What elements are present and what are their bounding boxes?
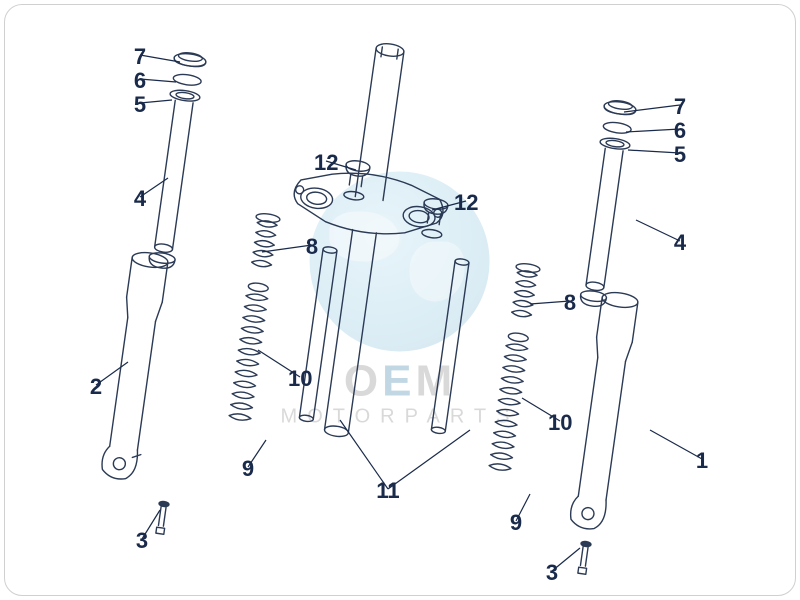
callout-label-3: 3 xyxy=(130,528,154,554)
callout-label-5: 5 xyxy=(128,92,152,118)
callout-label-12: 12 xyxy=(454,190,478,216)
part-damper-right xyxy=(431,258,469,434)
diagram-svg xyxy=(0,0,800,600)
callout-label-12: 12 xyxy=(314,150,338,176)
part-outer-tube-left xyxy=(100,250,169,481)
callout-label-2: 2 xyxy=(84,374,108,400)
callout-label-8: 8 xyxy=(300,234,324,260)
callout-label-8: 8 xyxy=(558,290,582,316)
part-stanchion-left xyxy=(145,51,207,270)
callout-label-1: 1 xyxy=(690,448,714,474)
part-damper-left xyxy=(299,246,337,422)
callout-label-5: 5 xyxy=(668,142,692,168)
callout-label-4: 4 xyxy=(668,230,692,256)
callout-label-3: 3 xyxy=(540,560,564,586)
callout-label-7: 7 xyxy=(668,94,692,120)
part-bolt-right xyxy=(577,541,591,575)
part-outer-tube-right xyxy=(569,290,639,531)
diagram-canvas: OEM MOTORPARTS xyxy=(0,0,800,600)
callout-label-9: 9 xyxy=(504,510,528,536)
callout-label-6: 6 xyxy=(668,118,692,144)
part-stanchion-right xyxy=(576,99,636,308)
part-cap-right xyxy=(419,197,448,239)
callout-label-11: 11 xyxy=(376,478,400,504)
callout-label-10: 10 xyxy=(548,410,572,436)
callout-label-4: 4 xyxy=(128,186,152,212)
callout-label-10: 10 xyxy=(288,366,312,392)
part-bolt-left xyxy=(155,501,169,535)
part-spring-right xyxy=(488,262,541,471)
callout-label-6: 6 xyxy=(128,68,152,94)
callout-label-9: 9 xyxy=(236,456,260,482)
callout-label-7: 7 xyxy=(128,44,152,70)
part-spring-left xyxy=(228,212,281,421)
